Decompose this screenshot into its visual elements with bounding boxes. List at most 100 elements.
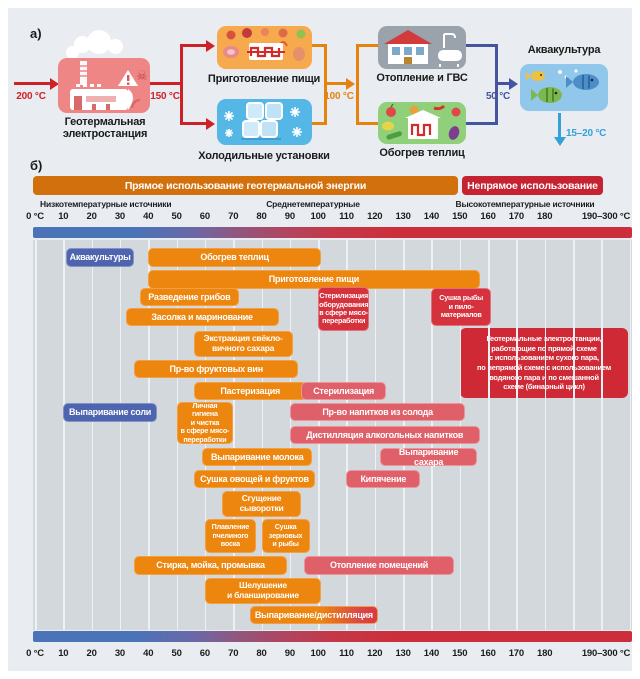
axis-tick: 40 — [143, 211, 154, 222]
axis-tick: 10 — [58, 211, 69, 222]
axis-tick: 160 — [480, 648, 496, 659]
outlet-temp: 15–20 °C — [566, 128, 607, 139]
axis-tick: 50 — [171, 648, 182, 659]
inlet-temp: 200 °C — [16, 91, 46, 102]
chart-bar: Стирка, мойка, промывка — [134, 556, 287, 575]
orange-branch-top — [356, 44, 378, 47]
axis-ticks-bottom: 0 °C 10 20 30 40 50 60 70 80 90 100 110 120 130 140 150… — [26, 648, 632, 660]
axis-tick: 20 — [86, 648, 97, 659]
axis-tick: 110 — [339, 211, 354, 222]
axis-tick: 50 — [171, 211, 182, 222]
gridline — [233, 240, 235, 630]
axis-tick: 90 — [284, 211, 295, 222]
chart-bar: Приготовление пищи — [148, 270, 480, 289]
gridline — [63, 240, 65, 630]
plot-area: Геотермальные электростанции, работающие… — [33, 240, 632, 630]
temp-50: 50 °C — [485, 91, 511, 102]
chart-bar: Обогрев теплиц — [148, 248, 321, 267]
factory-icon: ☠ — [70, 61, 148, 110]
gridline — [488, 240, 490, 630]
aquaculture-node — [520, 64, 608, 111]
refrigeration-node — [217, 99, 312, 145]
chart-bar: Шелушение и бланширование — [204, 578, 321, 604]
plant-label: Геотермальная электростанция — [62, 116, 148, 141]
chart-bar: Сушка зерновых и рыбы — [261, 519, 310, 553]
blue-mid-line — [495, 82, 509, 85]
source-high-label: Высокотемпературные источники — [455, 199, 595, 209]
aquaculture-label: Аквакультура — [527, 44, 601, 56]
axis-tick: 60 — [199, 648, 210, 659]
orange-stub-top — [312, 44, 326, 47]
axis-tick: 120 — [367, 648, 383, 659]
red-branch-top — [180, 44, 206, 47]
outlet-arrowhead-icon — [553, 137, 566, 146]
ice-cubes-icon — [224, 102, 302, 140]
gridline — [119, 240, 122, 630]
chart-bar: Разведение грибов — [139, 288, 239, 306]
blue-stub-top — [466, 44, 497, 47]
gridline — [544, 240, 547, 630]
red-branch-bottom — [180, 122, 206, 125]
temperature-gradient-bottom — [33, 631, 632, 642]
blue-stub-bottom — [466, 122, 497, 125]
arrowhead-50-icon — [509, 77, 518, 90]
axis-tick: 80 — [256, 211, 267, 222]
connector-150 — [150, 82, 182, 85]
axis-tick: 80 — [256, 648, 267, 659]
axis-tick: 120 — [367, 211, 383, 222]
heating-label: Отопление и ГВС — [376, 72, 468, 84]
house-and-bath-icon — [384, 30, 462, 67]
orange-split-line — [356, 44, 359, 125]
axis-tick: 10 — [58, 648, 69, 659]
axis-tick: 170 — [508, 211, 524, 222]
axis-tick: 130 — [395, 211, 411, 222]
inlet-arrowhead-icon — [50, 78, 59, 90]
axis-tick: 40 — [143, 648, 154, 659]
axis-tick: 150 — [452, 648, 468, 659]
axis-tick: 90 — [284, 648, 295, 659]
chart-bar: Сгущение сыворотки — [221, 491, 302, 517]
axis-tick: 20 — [86, 211, 97, 222]
greenhouse-node — [378, 102, 466, 144]
gridline — [261, 240, 264, 630]
source-mid-label: Среднетемпературные — [266, 199, 360, 209]
panel-a-label: а) — [30, 26, 42, 41]
direct-use-header: Прямое использование геотермальной энерг… — [33, 176, 458, 195]
temp-150: 150 °C — [150, 91, 180, 102]
panel-b-label: б) — [30, 158, 43, 173]
axis-tick: 180 — [537, 648, 553, 659]
inlet-arrow-line — [14, 82, 50, 85]
smoke-cloud-icon — [108, 39, 123, 54]
chart-bar: Сушка рыбы и пило- материалов — [431, 288, 491, 326]
gridline — [148, 240, 150, 630]
greenhouse-label: Обогрев теплиц — [379, 147, 465, 159]
chart-bar: Кипячение — [346, 470, 421, 488]
chart-bar: Выпаривание молока — [202, 448, 313, 466]
axis-tick: 0 °C — [26, 648, 44, 659]
chart-bar: Аквакультуры — [66, 248, 135, 267]
axis-tick: 100 — [310, 211, 326, 222]
smoke-cloud-icon — [66, 46, 79, 59]
axis-tick: 70 — [228, 648, 239, 659]
axis-tick: 30 — [114, 648, 126, 659]
temp-100: 100 °C — [324, 91, 354, 102]
cooking-node — [217, 26, 312, 69]
gridline — [91, 240, 94, 630]
arrowhead-100-icon — [346, 77, 355, 90]
food-icons — [223, 28, 306, 61]
gridline — [601, 240, 603, 630]
orange-stub-bottom — [312, 122, 326, 125]
axis-tick: 160 — [480, 211, 496, 222]
axis-tick: 190–300 °C — [581, 211, 631, 222]
source-low-label: Низкотемпературные источники — [40, 199, 172, 209]
gridline — [573, 240, 575, 630]
chart-bar: Личная гигиена и чистка в сфере мясо- пе… — [176, 401, 234, 444]
outlet-line — [558, 113, 561, 137]
axis-tick: 180 — [537, 211, 553, 222]
red-split-line — [180, 44, 183, 125]
chart-bar: Стерилизация оборудования в сфере мясо- … — [318, 287, 370, 331]
axis-tick: 100 — [310, 648, 326, 659]
chart-bar: Сушка овощей и фруктов — [193, 470, 316, 488]
fish-icon — [526, 69, 599, 103]
